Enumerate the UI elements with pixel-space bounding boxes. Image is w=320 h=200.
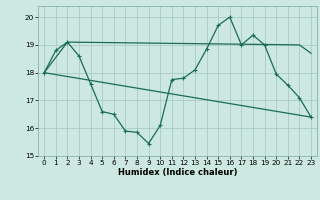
X-axis label: Humidex (Indice chaleur): Humidex (Indice chaleur) bbox=[118, 168, 237, 177]
